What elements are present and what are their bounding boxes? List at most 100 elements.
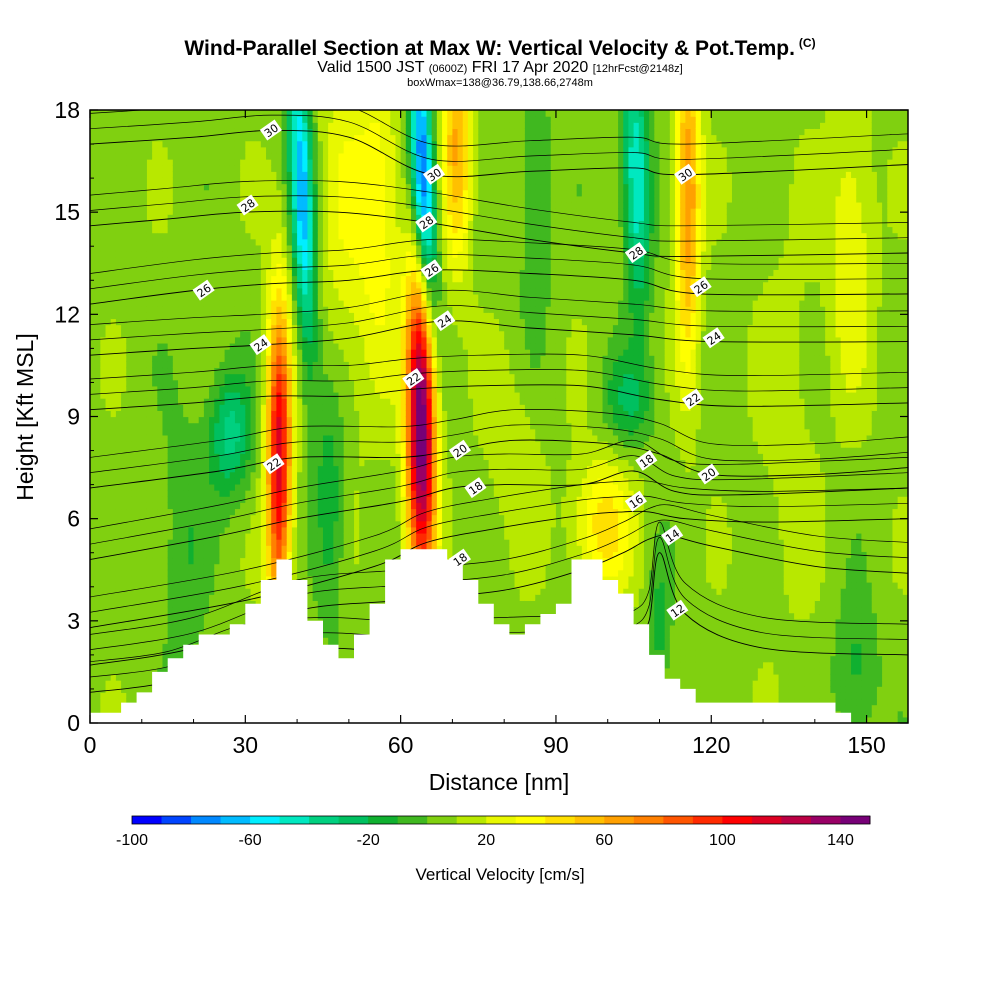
velocity-cell xyxy=(333,306,340,313)
velocity-cell xyxy=(343,508,350,516)
velocity-cell xyxy=(229,171,236,179)
velocity-cell xyxy=(291,459,298,467)
velocity-cell xyxy=(240,612,246,620)
velocity-cell xyxy=(255,232,262,240)
velocity-cell xyxy=(100,686,107,693)
velocity-cell xyxy=(141,545,148,552)
velocity-cell xyxy=(167,349,174,356)
velocity-cell xyxy=(229,588,236,595)
velocity-cell xyxy=(105,434,112,442)
velocity-cell xyxy=(141,582,148,589)
velocity-cell xyxy=(167,293,174,301)
velocity-cell xyxy=(307,355,314,362)
velocity-cell xyxy=(188,545,195,552)
velocity-cell xyxy=(250,569,257,577)
velocity-cell xyxy=(198,539,205,546)
velocity-cell xyxy=(90,704,96,712)
velocity-cell xyxy=(219,195,226,203)
velocity-cell xyxy=(203,257,210,264)
velocity-cell xyxy=(110,373,117,381)
velocity-cell xyxy=(328,539,334,546)
velocity-cell xyxy=(312,563,319,571)
velocity-cell xyxy=(126,214,133,221)
velocity-cell xyxy=(286,244,293,252)
velocity-cell xyxy=(167,612,174,620)
velocity-cell xyxy=(307,152,314,160)
velocity-cell xyxy=(266,551,272,559)
velocity-cell xyxy=(131,226,138,234)
velocity-cell xyxy=(214,159,221,166)
velocity-cell xyxy=(291,201,298,209)
velocity-cell xyxy=(219,490,226,497)
velocity-cell xyxy=(234,208,241,215)
velocity-cell xyxy=(317,355,324,362)
velocity-cell xyxy=(317,312,324,320)
velocity-cell xyxy=(333,226,340,234)
velocity-cell xyxy=(193,391,200,399)
velocity-cell xyxy=(328,398,334,405)
velocity-cell xyxy=(131,281,138,289)
velocity-cell xyxy=(105,686,112,693)
velocity-cell xyxy=(188,391,195,399)
velocity-cell xyxy=(172,183,179,191)
velocity-cell xyxy=(328,257,334,264)
velocity-cell xyxy=(188,526,195,534)
velocity-cell xyxy=(255,477,262,485)
velocity-cell xyxy=(343,618,350,626)
velocity-cell xyxy=(110,563,117,571)
velocity-cell xyxy=(333,140,340,148)
velocity-cell xyxy=(250,502,257,510)
velocity-cell xyxy=(255,490,262,497)
velocity-cell xyxy=(115,293,122,301)
velocity-cell xyxy=(260,545,267,552)
velocity-cell xyxy=(172,557,179,565)
velocity-cell xyxy=(131,447,138,454)
velocity-cell xyxy=(136,575,143,583)
velocity-cell xyxy=(131,637,138,644)
velocity-cell xyxy=(219,336,226,344)
velocity-cell xyxy=(322,532,329,540)
velocity-cell xyxy=(115,349,122,356)
velocity-cell xyxy=(271,385,277,393)
velocity-cell xyxy=(219,588,226,595)
velocity-cell xyxy=(224,171,231,179)
velocity-cell xyxy=(126,692,133,700)
velocity-cell xyxy=(193,588,200,595)
velocity-cell xyxy=(281,183,288,191)
velocity-cell xyxy=(333,373,340,381)
velocity-cell xyxy=(255,110,262,117)
velocity-cell xyxy=(224,508,231,516)
velocity-cell xyxy=(157,318,164,326)
velocity-cell xyxy=(219,324,226,332)
velocity-cell xyxy=(271,300,277,307)
velocity-cell xyxy=(162,300,169,307)
velocity-cell xyxy=(152,324,158,332)
velocity-cell xyxy=(312,465,319,473)
velocity-cell xyxy=(183,434,189,442)
velocity-cell xyxy=(317,287,324,295)
velocity-cell xyxy=(229,459,236,467)
velocity-cell xyxy=(286,189,293,197)
velocity-cell xyxy=(178,171,184,179)
velocity-cell xyxy=(110,526,117,534)
velocity-cell xyxy=(157,514,164,522)
velocity-cell xyxy=(188,195,195,203)
velocity-cell xyxy=(110,171,117,179)
velocity-cell xyxy=(322,428,329,436)
velocity-cell xyxy=(240,165,246,172)
velocity-cell xyxy=(333,128,340,136)
velocity-cell xyxy=(141,306,148,313)
velocity-cell xyxy=(250,557,257,565)
velocity-cell xyxy=(121,637,127,644)
velocity-cell xyxy=(224,477,231,485)
velocity-cell xyxy=(183,183,189,191)
velocity-cell xyxy=(214,582,221,589)
velocity-cell xyxy=(152,612,158,620)
velocity-cell xyxy=(297,287,303,295)
velocity-cell xyxy=(198,361,205,369)
velocity-cell xyxy=(157,526,164,534)
velocity-cell xyxy=(183,575,189,583)
velocity-cell xyxy=(105,575,112,583)
velocity-cell xyxy=(146,122,153,129)
velocity-cell xyxy=(95,704,101,712)
